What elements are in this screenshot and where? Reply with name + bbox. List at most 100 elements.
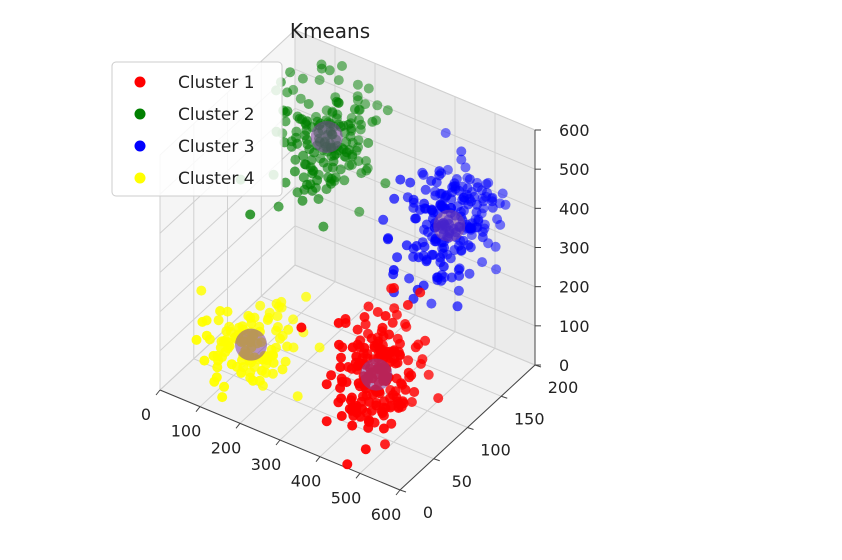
centroid-marker bbox=[235, 328, 267, 361]
scatter-point bbox=[363, 301, 374, 312]
scatter-point bbox=[392, 357, 403, 368]
scatter-point bbox=[482, 187, 492, 198]
scatter-point bbox=[302, 139, 313, 150]
centroid-marker bbox=[310, 121, 343, 153]
scatter-point bbox=[201, 330, 212, 341]
scatter-point bbox=[477, 257, 488, 268]
scatter-point bbox=[256, 365, 267, 376]
scatter-point bbox=[292, 391, 303, 402]
scatter-point bbox=[213, 315, 224, 326]
scatter-point bbox=[302, 116, 313, 127]
scatter-point bbox=[303, 99, 314, 109]
scatter-point bbox=[245, 209, 256, 220]
scatter-point bbox=[331, 96, 342, 107]
scatter-point bbox=[353, 135, 364, 146]
scatter-point bbox=[342, 459, 353, 470]
legend-label: Cluster 1 bbox=[178, 73, 255, 93]
scatter-point bbox=[386, 418, 397, 429]
scatter-point bbox=[442, 164, 453, 175]
z-tick-label: 100 bbox=[559, 317, 590, 336]
scatter-point bbox=[333, 75, 344, 86]
scatter-point bbox=[426, 298, 437, 309]
scatter-point bbox=[413, 252, 424, 263]
scatter-point bbox=[347, 420, 358, 431]
legend-marker bbox=[134, 108, 146, 120]
z-tick-label: 200 bbox=[559, 278, 590, 297]
scatter-point bbox=[497, 188, 508, 199]
scatter-point bbox=[415, 287, 426, 298]
legend-marker bbox=[134, 76, 146, 88]
x-tick-mark bbox=[155, 389, 161, 396]
scatter-point bbox=[288, 314, 299, 325]
scatter-point bbox=[297, 73, 308, 84]
scatter-point bbox=[208, 350, 219, 361]
scatter-point bbox=[318, 157, 329, 168]
grid-line bbox=[159, 264, 536, 391]
scatter-point bbox=[458, 192, 469, 203]
scatter-point bbox=[388, 265, 399, 275]
scatter-point bbox=[340, 318, 351, 328]
x-tick-label: 500 bbox=[331, 488, 362, 507]
scatter-point bbox=[395, 338, 405, 349]
x-tick-mark bbox=[195, 406, 201, 412]
scatter-point bbox=[435, 200, 446, 211]
scatter-point bbox=[262, 315, 273, 325]
scatter-point bbox=[197, 316, 208, 327]
scatter-point bbox=[295, 93, 306, 104]
scatter-point bbox=[456, 245, 467, 256]
scatter-point bbox=[289, 166, 300, 177]
scatter-point bbox=[360, 444, 371, 455]
scatter-point bbox=[419, 198, 430, 209]
x-tick-label: 300 bbox=[251, 455, 282, 474]
scatter-point bbox=[326, 178, 337, 189]
z-tick-label: 600 bbox=[559, 121, 590, 140]
scatter-point bbox=[421, 256, 432, 267]
scatter-point bbox=[341, 147, 352, 158]
scatter-point bbox=[349, 104, 360, 115]
scatter-point bbox=[354, 206, 365, 217]
legend-label: Cluster 3 bbox=[178, 137, 255, 157]
scatter-point bbox=[481, 179, 492, 189]
x-tick-mark bbox=[355, 473, 361, 479]
scatter-point bbox=[352, 324, 363, 335]
scatter-point bbox=[361, 165, 372, 176]
scatter-point bbox=[353, 156, 364, 167]
scatter-point bbox=[449, 178, 460, 189]
scatter-point bbox=[440, 128, 451, 138]
scatter-point bbox=[196, 285, 207, 296]
scatter-point bbox=[372, 307, 383, 317]
scatter-point bbox=[343, 119, 354, 130]
scatter-point bbox=[380, 178, 391, 189]
scatter-point bbox=[359, 312, 370, 322]
x-tick-label: 0 bbox=[141, 405, 151, 424]
scatter-point bbox=[460, 162, 471, 173]
scatter-point bbox=[246, 318, 257, 329]
scatter-point bbox=[477, 232, 488, 243]
scatter-point bbox=[299, 159, 310, 170]
y-tick-mark bbox=[433, 458, 440, 462]
x-tick-mark bbox=[275, 439, 281, 446]
scatter-point bbox=[282, 87, 293, 98]
scatter-point bbox=[438, 261, 449, 272]
scatter-point bbox=[217, 392, 228, 403]
scatter-point bbox=[378, 423, 389, 434]
scatter-point bbox=[318, 221, 329, 232]
scatter-point bbox=[411, 213, 421, 224]
scatter-point bbox=[363, 138, 374, 148]
scatter-point bbox=[405, 177, 416, 188]
scatter-point bbox=[343, 362, 354, 372]
scatter-point bbox=[378, 214, 389, 225]
scatter-point bbox=[280, 356, 291, 367]
scatter-point bbox=[420, 335, 431, 346]
x-tick-mark bbox=[395, 489, 401, 496]
scatter-point bbox=[380, 439, 390, 450]
scatter-point bbox=[335, 164, 346, 175]
scatter-point bbox=[296, 322, 307, 333]
scatter-point bbox=[487, 202, 498, 213]
scatter-point bbox=[418, 169, 429, 180]
scatter-point bbox=[383, 233, 394, 244]
scatter-point bbox=[359, 342, 370, 353]
scatter-point bbox=[389, 283, 399, 293]
y-tick-mark bbox=[467, 427, 474, 430]
